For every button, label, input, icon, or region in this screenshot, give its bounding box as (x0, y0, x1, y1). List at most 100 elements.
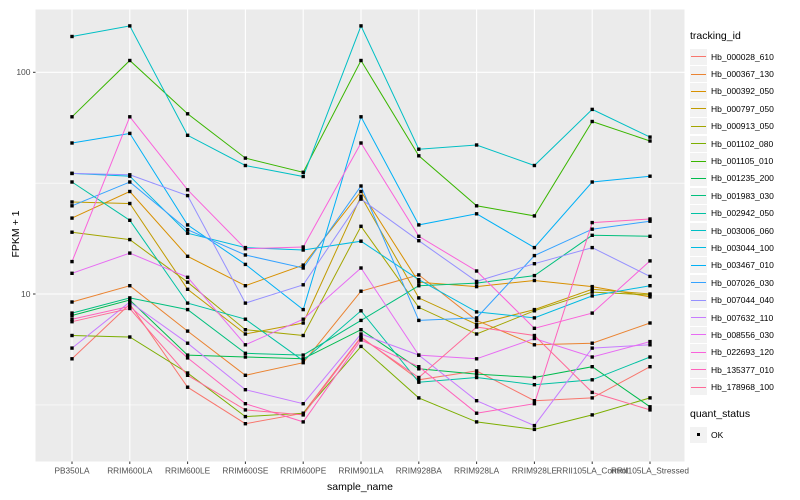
data-point (185, 373, 190, 377)
legend-label: Hb_007044_040 (711, 295, 774, 306)
data-point (590, 284, 594, 289)
data-point (128, 300, 132, 304)
legend-label: Hb_003006_060 (711, 225, 774, 236)
data-point (417, 234, 421, 238)
data-point (359, 318, 363, 323)
legend-label: Hb_007026_030 (711, 277, 774, 288)
legend-color-key (690, 239, 707, 256)
data-point (590, 180, 594, 184)
data-point (417, 284, 421, 288)
legend-label: Hb_001983_030 (711, 190, 774, 201)
legend-entry: Hb_003044_100 (690, 239, 800, 256)
legend-color-key (690, 83, 707, 100)
data-point (185, 133, 190, 137)
data-point (70, 259, 74, 264)
data-point (590, 290, 594, 294)
data-point (185, 341, 190, 345)
data-point (474, 316, 479, 320)
data-point (243, 388, 248, 392)
data-point (128, 302, 132, 306)
data-point (301, 283, 305, 287)
data-point (532, 309, 537, 313)
legend-entry: Hb_003006_060 (690, 222, 800, 239)
data-point (70, 180, 74, 184)
legend-label: Hb_000913_050 (711, 121, 774, 132)
legend-entry: Hb_007026_030 (690, 274, 800, 291)
data-point (243, 332, 248, 336)
data-point (359, 266, 363, 270)
data-point (301, 361, 305, 365)
x-tick-label: RRIM901LA (338, 466, 384, 476)
panel-background (35, 9, 685, 462)
data-point (243, 343, 248, 347)
data-point (648, 217, 652, 221)
legend-color-key (690, 379, 707, 396)
x-tick-label: RRIM928LE (512, 466, 558, 476)
legend-entry: Hb_003467_010 (690, 257, 800, 274)
data-point (243, 301, 248, 305)
data-point (243, 253, 248, 257)
data-point (648, 274, 652, 279)
legend-color-key (690, 326, 707, 343)
legend-color-key (690, 344, 707, 361)
legend-label: Hb_002942_050 (711, 208, 774, 219)
data-point (243, 328, 248, 332)
data-point (243, 355, 248, 359)
data-point (648, 365, 652, 369)
data-point (359, 336, 363, 340)
data-point (590, 413, 594, 417)
x-tick-label: RRIM600LE (165, 466, 211, 476)
legend-color-key (690, 170, 707, 187)
legend-label: Hb_000367_130 (711, 69, 774, 80)
data-point (590, 119, 594, 124)
data-point (243, 422, 248, 426)
data-point (128, 251, 132, 255)
data-point (359, 309, 363, 313)
legend-entries: Hb_000028_610 Hb_000367_130 Hb_000392_050 H… (690, 48, 800, 396)
data-point (359, 239, 363, 243)
data-point (648, 293, 652, 297)
data-point (590, 287, 594, 291)
legend: tracking_id Hb_000028_610 Hb_000367_130 Hb… (690, 30, 800, 443)
data-point (359, 194, 363, 198)
data-point (301, 248, 305, 252)
data-point (590, 220, 594, 225)
data-point (648, 339, 652, 344)
data-point (301, 353, 305, 357)
data-point (648, 295, 652, 299)
data-point (474, 325, 479, 329)
data-point (359, 197, 363, 201)
data-point (70, 320, 74, 324)
legend-label: Hb_001105_010 (711, 156, 774, 167)
data-point (417, 318, 421, 323)
data-point (185, 385, 190, 389)
legend-entry: Hb_002942_050 (690, 205, 800, 222)
data-point (128, 304, 132, 308)
legend-color-key (690, 66, 707, 83)
legend-color-key (690, 135, 707, 152)
data-point (359, 141, 363, 145)
legend-label: Hb_001235_200 (711, 173, 774, 184)
data-point (648, 219, 652, 223)
legend-entry: Hb_007632_110 (690, 309, 800, 326)
data-point (417, 223, 421, 227)
data-point (417, 353, 421, 357)
legend-entry: Hb_000367_130 (690, 65, 800, 83)
data-point (417, 147, 421, 151)
legend-entry: Hb_007044_040 (690, 291, 800, 309)
data-point (70, 317, 74, 321)
data-point (474, 420, 479, 424)
legend-entry: Hb_000028_610 (690, 48, 800, 65)
legend-color-key (690, 187, 707, 204)
data-point (590, 365, 594, 369)
legend-label: Hb_022693_120 (711, 347, 774, 358)
legend-label: Hb_000797_050 (711, 103, 774, 114)
data-point (128, 189, 132, 194)
data-point (128, 173, 132, 177)
legend-label: OK (711, 429, 724, 440)
data-point (185, 287, 190, 291)
legend-label: Hb_135377_010 (711, 364, 774, 375)
y-tick-label: 10 (21, 289, 31, 299)
data-point (128, 115, 132, 119)
